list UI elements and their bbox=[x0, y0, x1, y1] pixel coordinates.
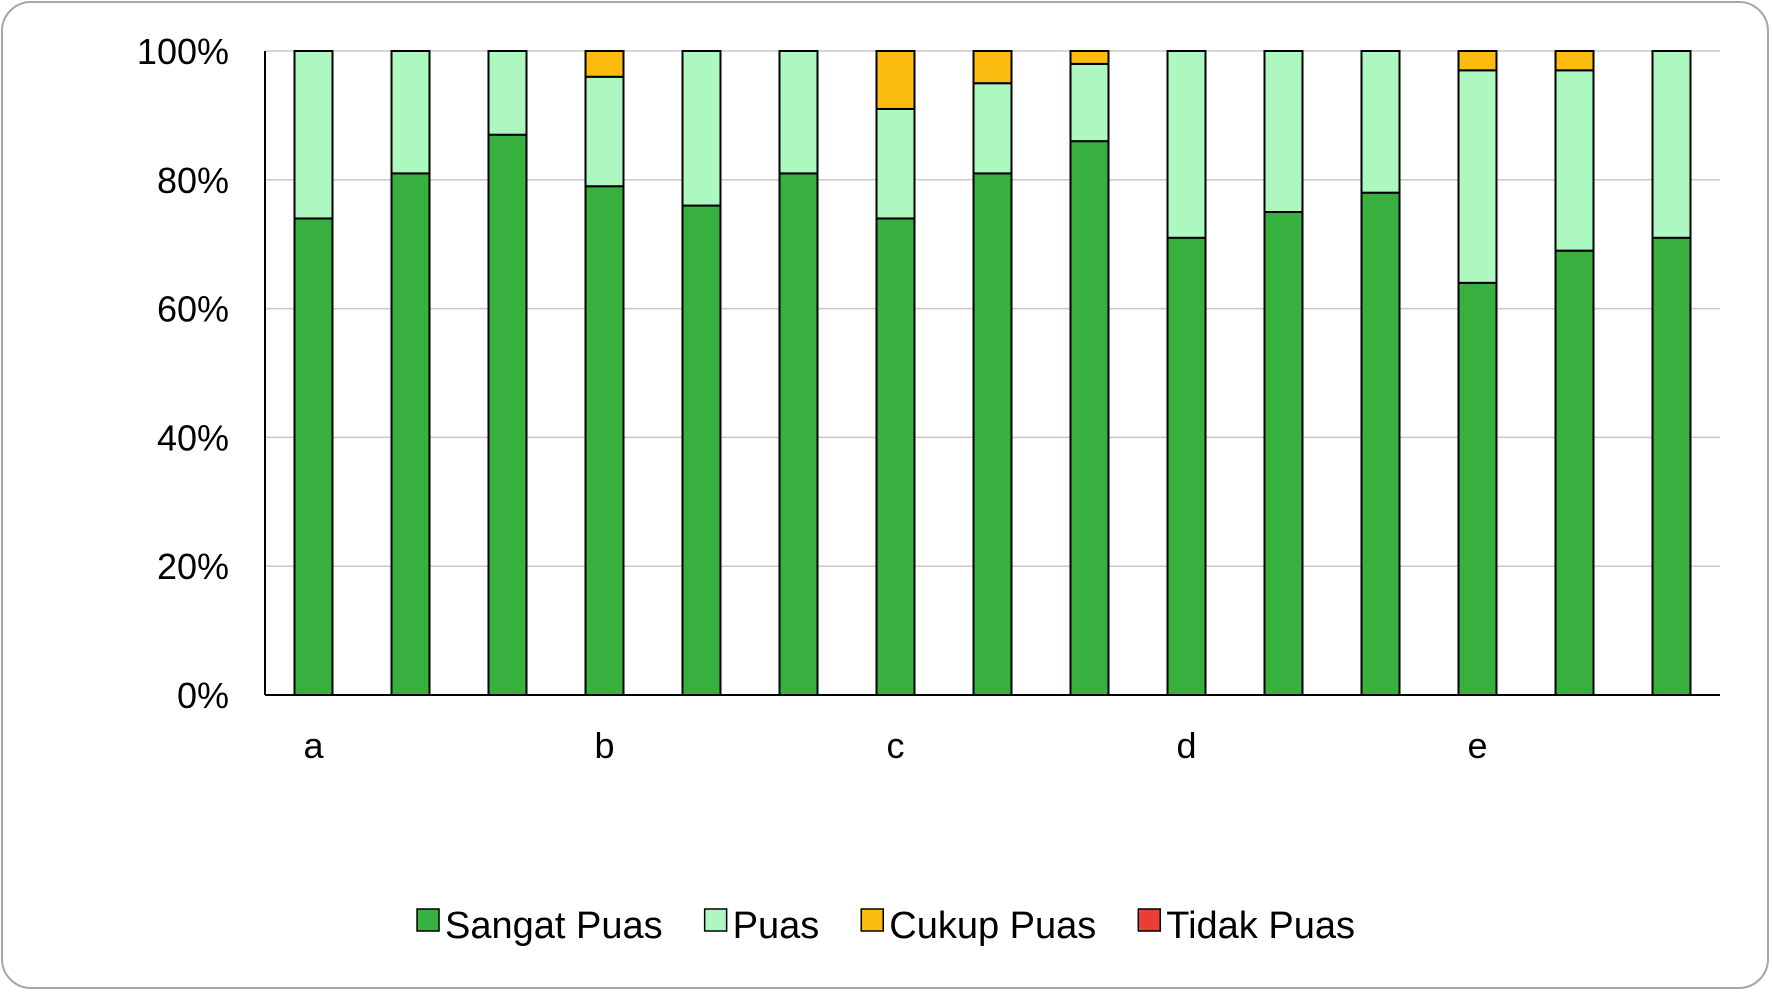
bar-segment-puas bbox=[390, 50, 431, 175]
legend-label: Tidak Puas bbox=[1166, 905, 1355, 947]
bar-segment-sangat-puas bbox=[1457, 281, 1498, 696]
x-tick-label: e bbox=[1467, 725, 1487, 766]
bar-segment-sangat-puas bbox=[487, 133, 528, 697]
bar-segment-puas bbox=[1554, 69, 1595, 252]
bar-segment-sangat-puas bbox=[1651, 236, 1692, 696]
bar-segment-sangat-puas bbox=[875, 217, 916, 696]
bar-stack bbox=[584, 50, 625, 697]
bar-segment-sangat-puas bbox=[390, 172, 431, 697]
legend-swatch bbox=[1137, 908, 1162, 932]
bar-segment-cukup-puas bbox=[875, 50, 916, 110]
legend-item-sangat-puas: Sangat Puas bbox=[416, 905, 663, 947]
legend-swatch bbox=[416, 908, 440, 932]
bar-stack bbox=[487, 50, 528, 697]
x-axis-tick-labels: a b c d e bbox=[303, 725, 1487, 766]
y-tick-label: 0% bbox=[177, 675, 229, 716]
legend-label: Cukup Puas bbox=[889, 905, 1096, 947]
bar-segment-puas bbox=[1166, 50, 1207, 239]
bar-segment-puas bbox=[1651, 50, 1692, 239]
bar-segment-puas bbox=[487, 50, 528, 136]
bar-stack bbox=[1069, 50, 1110, 697]
bar-stack bbox=[875, 50, 916, 696]
y-tick-label: 40% bbox=[157, 417, 229, 458]
x-tick-label: d bbox=[1176, 725, 1196, 766]
bar-stack bbox=[390, 50, 431, 697]
x-tick-label: c bbox=[887, 725, 905, 766]
bars bbox=[293, 50, 1692, 697]
bar-segment-sangat-puas bbox=[1360, 191, 1401, 696]
y-tick-label: 60% bbox=[157, 289, 229, 330]
bar-segment-puas bbox=[584, 75, 625, 188]
bar-segment-cukup-puas bbox=[584, 50, 625, 78]
x-tick-label: b bbox=[594, 725, 614, 766]
bar-segment-cukup-puas bbox=[1069, 50, 1110, 65]
legend-item-puas: Puas bbox=[703, 905, 820, 947]
bar-segment-puas bbox=[681, 50, 722, 207]
y-tick-label: 100% bbox=[137, 31, 229, 72]
bar-segment-sangat-puas bbox=[681, 204, 722, 696]
bar-stack bbox=[778, 50, 819, 697]
bar-segment-puas bbox=[1263, 50, 1304, 213]
legend-label: Puas bbox=[733, 905, 820, 947]
bar-stack bbox=[1457, 50, 1498, 696]
legend-swatch bbox=[703, 908, 728, 932]
bar-segment-sangat-puas bbox=[1069, 140, 1110, 697]
bar-segment-cukup-puas bbox=[1554, 50, 1595, 72]
bar-segment-sangat-puas bbox=[1263, 211, 1304, 696]
bar-segment-puas bbox=[1360, 50, 1401, 194]
bar-segment-puas bbox=[1069, 62, 1110, 143]
legend-item-cukup-puas: Cukup Puas bbox=[860, 905, 1096, 947]
bar-stack bbox=[972, 50, 1013, 697]
bar-segment-sangat-puas bbox=[972, 172, 1013, 697]
legend-item-tidak-puas: Tidak Puas bbox=[1137, 905, 1355, 947]
bar-segment-puas bbox=[875, 107, 916, 220]
bar-segment-puas bbox=[778, 50, 819, 175]
legend-label: Sangat Puas bbox=[445, 905, 663, 947]
bar-stack bbox=[1651, 50, 1692, 696]
y-tick-label: 20% bbox=[157, 546, 229, 587]
legend: Sangat Puas Puas Cukup Puas Tidak Puas bbox=[416, 905, 1355, 947]
bar-stack bbox=[1263, 50, 1304, 696]
bar-stack bbox=[1360, 50, 1401, 696]
bar-segment-sangat-puas bbox=[1166, 236, 1207, 696]
bar-segment-puas bbox=[1457, 69, 1498, 284]
bar-segment-sangat-puas bbox=[584, 185, 625, 697]
bar-segment-sangat-puas bbox=[1554, 249, 1595, 696]
bar-segment-puas bbox=[972, 82, 1013, 175]
axes bbox=[264, 51, 1720, 696]
bar-stack bbox=[1166, 50, 1207, 696]
bar-segment-sangat-puas bbox=[293, 217, 334, 696]
bar-segment-cukup-puas bbox=[972, 50, 1013, 85]
bar-segment-cukup-puas bbox=[1457, 50, 1498, 72]
bar-stack bbox=[1554, 50, 1595, 696]
y-tick-label: 80% bbox=[157, 160, 229, 201]
bar-stack bbox=[681, 50, 722, 696]
legend-swatch bbox=[860, 908, 885, 932]
bar-stack bbox=[293, 50, 334, 696]
y-axis-tick-labels: 0% 20% 40% 60% 80% 100% bbox=[137, 31, 229, 716]
bar-segment-puas bbox=[293, 50, 334, 220]
bar-segment-sangat-puas bbox=[778, 172, 819, 697]
x-tick-label: a bbox=[303, 725, 324, 766]
